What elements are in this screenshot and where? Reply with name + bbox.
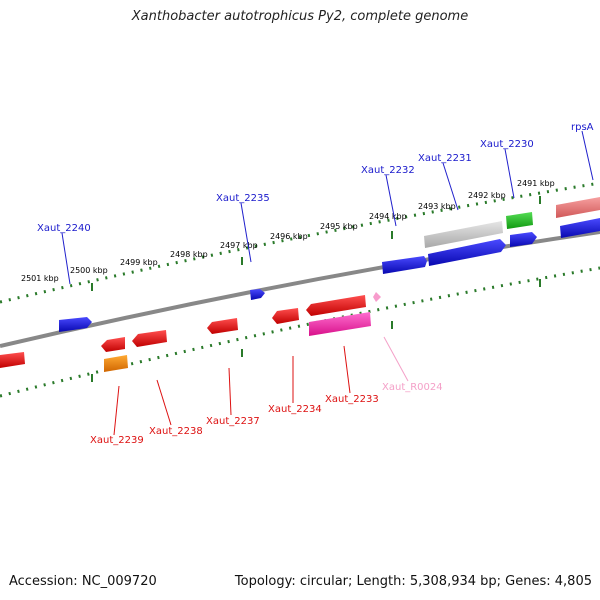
label-xaut-2231[interactable]: Xaut_2231 [418,153,472,164]
scale-label: 2500 kbp [70,266,108,275]
scale-label: 2495 kbp [320,222,358,231]
topology-summary: Topology: circular; Length: 5,308,934 bp… [234,574,592,589]
gene-left-red[interactable] [0,352,25,368]
inner-tick-ring [0,266,600,398]
gene-xaut-2233[interactable] [309,312,371,336]
gene-xaut-2234[interactable] [272,308,299,324]
forward-leaders [61,130,594,285]
reverse-leaders [113,345,351,436]
inner-major-ticks [91,279,541,382]
label-xaut-2230[interactable]: Xaut_2230 [480,139,534,150]
gene-xaut-2238[interactable] [132,330,167,347]
gene-xaut-2231[interactable] [428,239,506,266]
gene-xaut-2230[interactable] [510,232,537,247]
gene-xaut-2233a[interactable] [306,295,366,316]
label-xaut-2237[interactable]: Xaut_2237 [206,416,260,427]
label-xaut-2234[interactable]: Xaut_2234 [268,404,322,415]
gene-xaut-2239[interactable] [101,337,125,352]
outer-tick-ring [0,181,600,304]
gene-green[interactable] [506,212,533,229]
gene-xaut-2239b[interactable] [104,355,128,372]
label-xaut-2239[interactable]: Xaut_2239 [90,435,144,446]
label-xaut-r0024[interactable]: Xaut_R0024 [382,382,443,393]
gene-xaut-2240[interactable] [59,317,92,332]
forward-strand-genes [59,197,600,332]
label-rpsa[interactable]: rpsA [571,122,594,133]
scale-label: 2491 kbp [517,179,555,188]
scale-label: 2494 kbp [369,212,407,221]
scale-label: 2501 kbp [21,274,59,283]
gene-xaut-2231-pseudo[interactable] [424,221,503,248]
gene-salmon[interactable] [556,197,600,218]
label-xaut-2240[interactable]: Xaut_2240 [37,223,91,234]
label-xaut-2233[interactable]: Xaut_2233 [325,394,379,405]
genome-backbone [0,230,600,348]
label-xaut-2232[interactable]: Xaut_2232 [361,165,415,176]
outer-major-ticks [91,196,541,291]
accession-label: Accession: NC_009720 [9,574,157,589]
label-xaut-2235[interactable]: Xaut_2235 [216,193,270,204]
scale-label: 2492 kbp [468,191,506,200]
reverse-labels: Xaut_2239 Xaut_2238 Xaut_2237 Xaut_2234 … [90,382,443,446]
scale-label: 2493 kbp [418,202,456,211]
reverse-strand-genes [0,292,381,372]
gene-rpsa[interactable] [560,218,600,238]
scale-label: 2499 kbp [120,258,158,267]
scale-label: 2497 kbp [220,241,258,250]
gene-xaut-2236[interactable] [250,289,265,300]
forward-labels: Xaut_2240 Xaut_2235 Xaut_2232 Xaut_2231 … [37,122,594,234]
gene-xaut-2237[interactable] [207,318,238,334]
map-title: Xanthobacter autotrophicus Py2, complete… [131,9,469,24]
scale-labels: 2501 kbp 2500 kbp 2499 kbp 2498 kbp 2497… [21,179,555,283]
gene-xaut-2232[interactable] [382,256,427,274]
gene-xaut-r0024[interactable] [373,292,381,302]
scale-label: 2496 kbp [270,232,308,241]
label-xaut-2238[interactable]: Xaut_2238 [149,426,203,437]
scale-label: 2498 kbp [170,250,208,259]
trna-leader [383,336,409,382]
